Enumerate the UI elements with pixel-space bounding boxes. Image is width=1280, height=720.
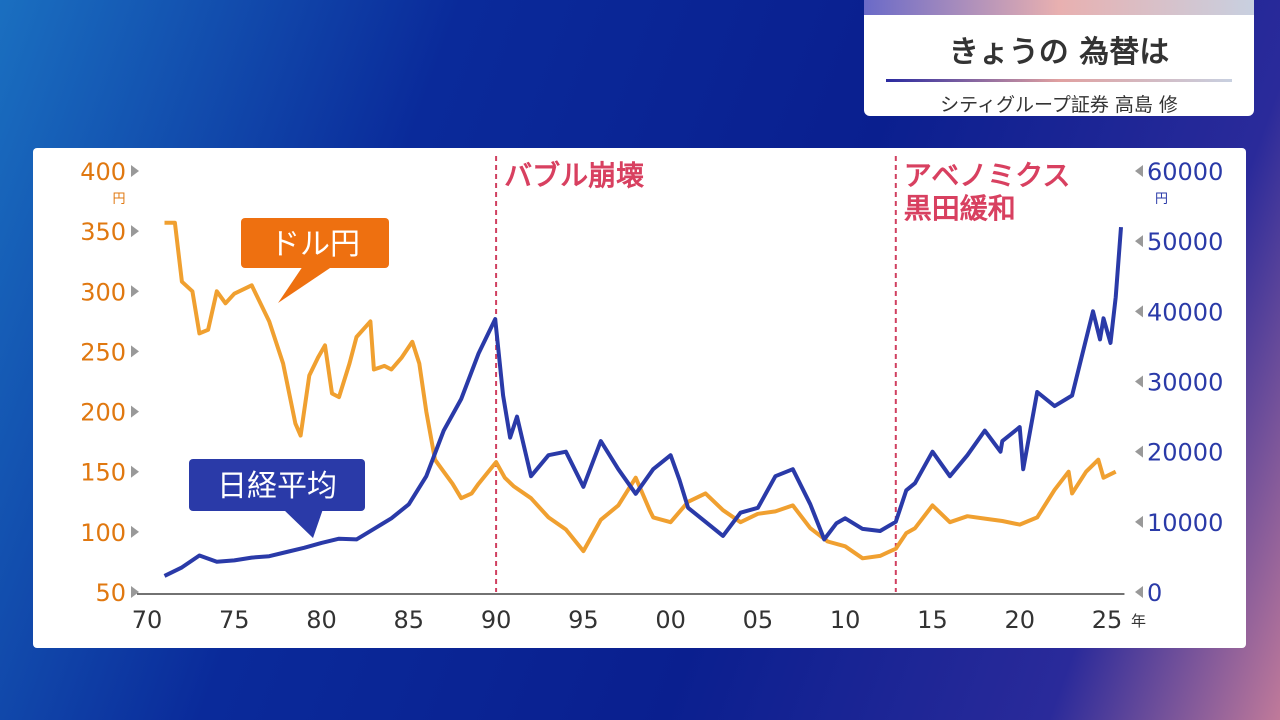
left-tick-label: 150 — [80, 459, 126, 487]
x-tick-label: 85 — [394, 606, 425, 634]
annotation-label: アベノミクス — [904, 159, 1071, 192]
right-tick-label: 50000 — [1147, 228, 1223, 256]
usdjpy-callout-label: ドル円 — [270, 227, 360, 262]
program-title: きょうの 為替は — [948, 35, 1170, 70]
usdjpy-callout-box — [241, 218, 389, 268]
series-line-nikkei — [163, 226, 1123, 578]
left-tick-arrow — [131, 165, 139, 177]
x-tick-label: 75 — [219, 606, 250, 634]
nikkei-callout-label: 日経平均 — [217, 469, 337, 504]
left-tick-label: 300 — [80, 278, 126, 306]
right-tick-arrow — [1135, 586, 1143, 598]
x-tick-label: 10 — [830, 606, 861, 634]
x-tick-label: 05 — [743, 606, 774, 634]
left-axis-unit: 円 — [112, 192, 125, 207]
left-tick-arrow — [131, 586, 139, 598]
left-tick-arrow — [131, 285, 139, 298]
left-tick-label: 200 — [80, 399, 126, 427]
chart-panel: 400 350 300 250 200 150 100 50 円 60000 50000 40000 3… — [33, 148, 1246, 648]
right-axis-unit: 円 — [1155, 192, 1168, 207]
x-tick-label: 70 — [132, 606, 163, 634]
left-tick-arrow — [131, 225, 139, 238]
right-tick-arrow — [1135, 515, 1143, 528]
right-tick-label: 40000 — [1147, 298, 1223, 326]
right-tick-arrow — [1135, 445, 1143, 458]
speaker-name: シティグループ証券 高島 修 — [940, 94, 1178, 116]
x-tick-label: 90 — [481, 606, 512, 634]
right-tick-arrow — [1135, 375, 1143, 388]
chart-svg: 40035030025020015010050円6000050000400003… — [80, 156, 1223, 634]
title-box: きょうの 為替は シティグループ証券 高島 修 — [864, 0, 1254, 116]
x-axis-unit: 年 — [1131, 612, 1146, 630]
left-tick-label: 50 — [95, 579, 126, 607]
x-tick-label: 80 — [306, 606, 337, 634]
title-divider — [886, 79, 1232, 82]
x-tick-label: 20 — [1004, 606, 1035, 634]
left-tick-arrow — [131, 525, 139, 538]
right-tick-arrow — [1135, 235, 1143, 248]
x-tick-label: 15 — [917, 606, 948, 634]
title-strip — [864, 0, 1254, 15]
left-tick-arrow — [131, 465, 139, 478]
x-tick-label: 00 — [655, 606, 686, 634]
nikkei-callout-pointer — [283, 509, 323, 538]
right-tick-label: 60000 — [1147, 158, 1223, 186]
right-tick-arrow — [1135, 165, 1143, 177]
left-tick-label: 100 — [80, 519, 126, 547]
x-tick-label: 95 — [568, 606, 599, 634]
usdjpy-callout-pointer — [278, 266, 333, 303]
x-tick-label: 25 — [1092, 606, 1123, 634]
left-tick-arrow — [131, 345, 139, 358]
left-tick-label: 250 — [80, 338, 126, 366]
left-tick-label: 400 — [80, 158, 126, 186]
right-tick-label: 0 — [1147, 579, 1162, 607]
right-tick-label: 20000 — [1147, 439, 1223, 467]
right-tick-label: 10000 — [1147, 509, 1223, 537]
right-tick-arrow — [1135, 305, 1143, 318]
left-tick-arrow — [131, 405, 139, 418]
annotation-label: 黒田緩和 — [904, 192, 1016, 225]
right-tick-label: 30000 — [1147, 369, 1223, 397]
left-tick-label: 350 — [80, 218, 126, 246]
annotation-label: バブル崩壊 — [504, 159, 644, 192]
series-line-usdjpy — [164, 220, 1117, 561]
nikkei-callout-box — [189, 459, 365, 511]
